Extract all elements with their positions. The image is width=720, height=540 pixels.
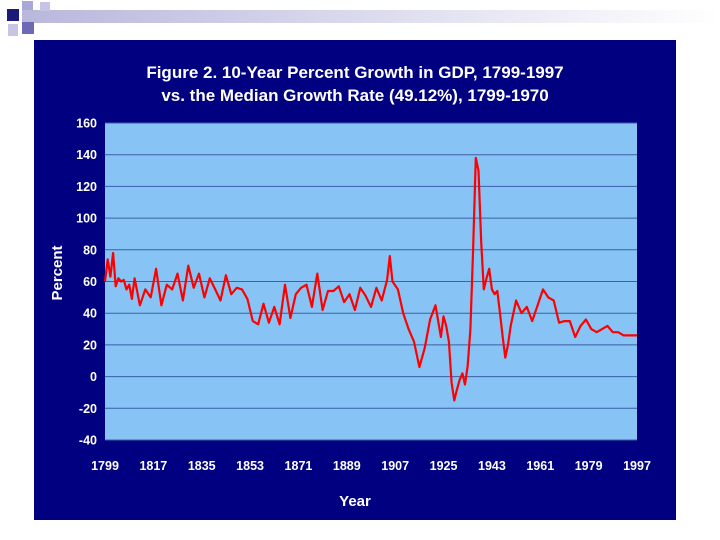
chart-panel: Figure 2. 10-Year Percent Growth in GDP,… xyxy=(34,40,676,520)
line-chart: 160 140 120 100 80 60 40 20 0 -20 -40 1799 1817 1835… xyxy=(49,117,651,511)
y-tick-label: -40 xyxy=(79,434,97,448)
x-tick-label: 1853 xyxy=(236,459,264,473)
y-tick-label: 140 xyxy=(76,148,97,162)
chart-subtitle: vs. the Median Growth Rate (49.12%), 179… xyxy=(161,86,549,105)
series-line xyxy=(103,156,637,402)
y-tick-label: 100 xyxy=(76,212,97,226)
deco-square-light-3 xyxy=(8,24,18,36)
deco-square-light-2 xyxy=(40,2,50,11)
corner-decoration xyxy=(7,1,720,36)
y-tick-label: -20 xyxy=(79,402,97,416)
deco-bar xyxy=(22,10,720,23)
x-tick-label: 1997 xyxy=(623,459,651,473)
x-tick-label: 1961 xyxy=(526,459,554,473)
deco-square-mid xyxy=(22,22,34,34)
y-tick-label: 60 xyxy=(83,275,97,289)
x-tick-label: 1835 xyxy=(188,459,216,473)
chart-title: Figure 2. 10-Year Percent Growth in GDP,… xyxy=(146,63,564,82)
x-tick-label: 1871 xyxy=(285,459,313,473)
x-tick-label: 1889 xyxy=(333,459,361,473)
y-axis-label: Percent xyxy=(49,245,66,300)
y-tick-label: 80 xyxy=(83,243,97,257)
x-tick-label: 1907 xyxy=(381,459,409,473)
x-tick-label: 1943 xyxy=(478,459,506,473)
x-tick-label: 1817 xyxy=(139,459,167,473)
x-axis-label: Year xyxy=(339,493,371,510)
deco-square-light-1 xyxy=(22,1,33,10)
x-tick-labels: 1799 1817 1835 1853 1871 1889 1907 1925 1943 1961… xyxy=(91,459,651,473)
y-tick-label: 0 xyxy=(90,370,97,384)
y-tick-label: 160 xyxy=(76,117,97,131)
x-tick-label: 1925 xyxy=(430,459,458,473)
x-tick-label: 1799 xyxy=(91,459,119,473)
deco-square-dark xyxy=(7,9,19,21)
gridlines xyxy=(105,122,637,441)
y-tick-label: 120 xyxy=(76,180,97,194)
y-tick-label: 20 xyxy=(83,338,97,352)
x-tick-label: 1979 xyxy=(575,459,603,473)
y-tick-labels: 160 140 120 100 80 60 40 20 0 -20 -40 xyxy=(76,117,97,448)
y-tick-label: 40 xyxy=(83,307,97,321)
